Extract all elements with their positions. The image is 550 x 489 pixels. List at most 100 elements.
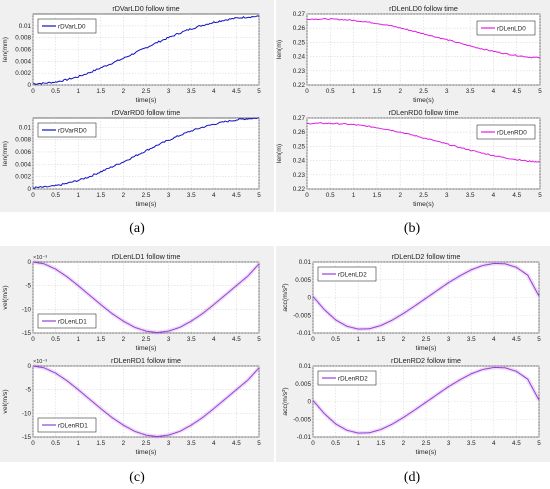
x-tick-label: 4 xyxy=(212,440,216,447)
x-tick-label: 5 xyxy=(538,88,542,95)
y-tick-label: 0.25 xyxy=(293,143,306,150)
legend-label: rDLenRD1 xyxy=(58,422,88,429)
legend-label: rDLenRD2 xyxy=(338,375,368,382)
y-tick-label: 0.26 xyxy=(293,25,306,32)
y-tick-label: -0.005 xyxy=(293,312,311,319)
x-tick-label: 5 xyxy=(257,440,261,447)
x-tick-label: 3 xyxy=(445,192,449,199)
x-tick-label: 0.5 xyxy=(51,192,60,199)
y-tick-label: -15 xyxy=(22,434,32,441)
y-tick-label: 0 xyxy=(27,259,31,266)
x-tick-label: 4.5 xyxy=(232,440,241,447)
x-tick-label: 4 xyxy=(212,192,216,199)
x-tick-label: 0.5 xyxy=(331,440,340,447)
panel-label-b: (b) xyxy=(404,221,421,236)
x-tick-label: 4 xyxy=(492,192,496,199)
y-tick-label: 0 xyxy=(27,82,31,89)
y-tick-label: 0.24 xyxy=(293,54,306,61)
x-tick-label: 5 xyxy=(537,336,541,343)
x-tick-label: 1 xyxy=(76,192,80,199)
x-tick-label: 5 xyxy=(537,440,541,447)
y-axis-label: len(mm) xyxy=(2,141,9,166)
x-tick-label: 2 xyxy=(122,88,126,95)
x-axis-label: time(s) xyxy=(413,201,434,208)
x-tick-label: 4.5 xyxy=(512,192,521,199)
x-tick-label: 5 xyxy=(257,192,261,199)
chart-title: rDVarLD0 follow time xyxy=(112,4,179,13)
y-exponent-label: ×10⁻³ xyxy=(33,359,47,365)
x-tick-label: 3.5 xyxy=(187,192,196,199)
series-line xyxy=(32,261,260,334)
legend-label: rDLenRD0 xyxy=(497,129,527,136)
chart-d2: 0 0.5 1 1.5 2 2.5 3 3.5 4 4.5 5 -0.01 -0.005 0 0.005 0.… xyxy=(282,356,541,456)
x-tick-label: 0 xyxy=(311,440,315,447)
series-line xyxy=(312,262,540,330)
x-tick-label: 4 xyxy=(492,336,496,343)
y-tick-label: 0.002 xyxy=(15,174,31,181)
y-tick-label: 0.27 xyxy=(293,115,306,122)
panel-label-a: (a) xyxy=(129,221,145,236)
y-tick-label: 0 xyxy=(27,186,31,193)
x-tick-label: 2.5 xyxy=(419,88,428,95)
x-tick-label: 0 xyxy=(31,440,35,447)
x-tick-label: 1 xyxy=(356,440,360,447)
x-tick-label: 5 xyxy=(538,192,542,199)
x-tick-label: 2 xyxy=(122,440,126,447)
x-tick-label: 5 xyxy=(257,336,261,343)
x-axis-label: time(s) xyxy=(416,449,437,456)
y-tick-label: 0.27 xyxy=(293,11,306,18)
legend-box xyxy=(317,266,377,282)
x-tick-label: 3.5 xyxy=(467,440,476,447)
y-tick-label: 0.01 xyxy=(299,259,312,266)
x-tick-label: 4 xyxy=(492,88,496,95)
legend-box xyxy=(476,20,536,36)
y-tick-label: -5 xyxy=(25,283,31,290)
y-axis-label: len(mm) xyxy=(2,37,9,62)
x-tick-label: 2.5 xyxy=(142,192,151,199)
y-axis-label: vel(m/s) xyxy=(2,285,9,309)
x-tick-label: 2.5 xyxy=(142,440,151,447)
x-tick-label: 1.5 xyxy=(373,88,382,95)
x-tick-label: 3.5 xyxy=(187,336,196,343)
y-axis-label: acc(m/s²) xyxy=(282,387,289,415)
y-tick-label: -0.01 xyxy=(297,330,312,337)
series-line xyxy=(306,18,541,59)
x-axis-label: time(s) xyxy=(136,201,157,208)
x-tick-label: 1.5 xyxy=(376,440,385,447)
y-tick-label: -5 xyxy=(25,387,31,394)
x-tick-label: 0 xyxy=(311,336,315,343)
x-tick-label: 2 xyxy=(402,440,406,447)
y-tick-label: 0.23 xyxy=(293,172,306,179)
x-tick-label: 1 xyxy=(352,192,356,199)
x-axis-label: time(s) xyxy=(413,97,434,104)
x-tick-label: 5 xyxy=(257,88,261,95)
y-tick-label: -10 xyxy=(22,410,32,417)
chart-b1: 0 0.5 1 1.5 2 2.5 3 3.5 4 4.5 5 0.22 0.23 0.24 0.25 0.2… xyxy=(276,4,542,104)
legend-box xyxy=(317,370,377,386)
y-tick-label: 0.004 xyxy=(15,58,31,65)
panel-label-d: (d) xyxy=(404,470,421,485)
y-tick-label: -15 xyxy=(22,330,32,337)
x-tick-label: 2.5 xyxy=(142,88,151,95)
series-line xyxy=(32,365,260,438)
x-tick-label: 1 xyxy=(352,88,356,95)
x-tick-label: 2 xyxy=(398,88,402,95)
series-line xyxy=(32,117,260,189)
x-tick-label: 4.5 xyxy=(512,440,521,447)
x-tick-label: 1.5 xyxy=(373,192,382,199)
chart-a1: 0 0.5 1 1.5 2 2.5 3 3.5 4 4.5 5 0 0.002 0.004 0.006 0.0… xyxy=(2,4,261,104)
legend-label: rDLenLD2 xyxy=(338,271,367,278)
x-tick-label: 1.5 xyxy=(96,336,105,343)
legend-box xyxy=(476,124,536,140)
x-tick-label: 4.5 xyxy=(232,192,241,199)
x-tick-label: 3.5 xyxy=(187,440,196,447)
x-tick-label: 1.5 xyxy=(376,336,385,343)
chart-title: rDLenLD1 follow time xyxy=(112,252,181,261)
legend-box xyxy=(37,313,97,329)
y-tick-label: 0.005 xyxy=(295,381,311,388)
panel-label-c: (c) xyxy=(129,470,145,485)
y-tick-label: 0.008 xyxy=(15,35,31,42)
x-tick-label: 4 xyxy=(212,88,216,95)
x-tick-label: 0 xyxy=(31,336,35,343)
chart-c2: 0 0.5 1 1.5 2 2.5 3 3.5 4 4.5 5 -15 -10 -5 0 rDLenRD1 f… xyxy=(2,356,261,456)
